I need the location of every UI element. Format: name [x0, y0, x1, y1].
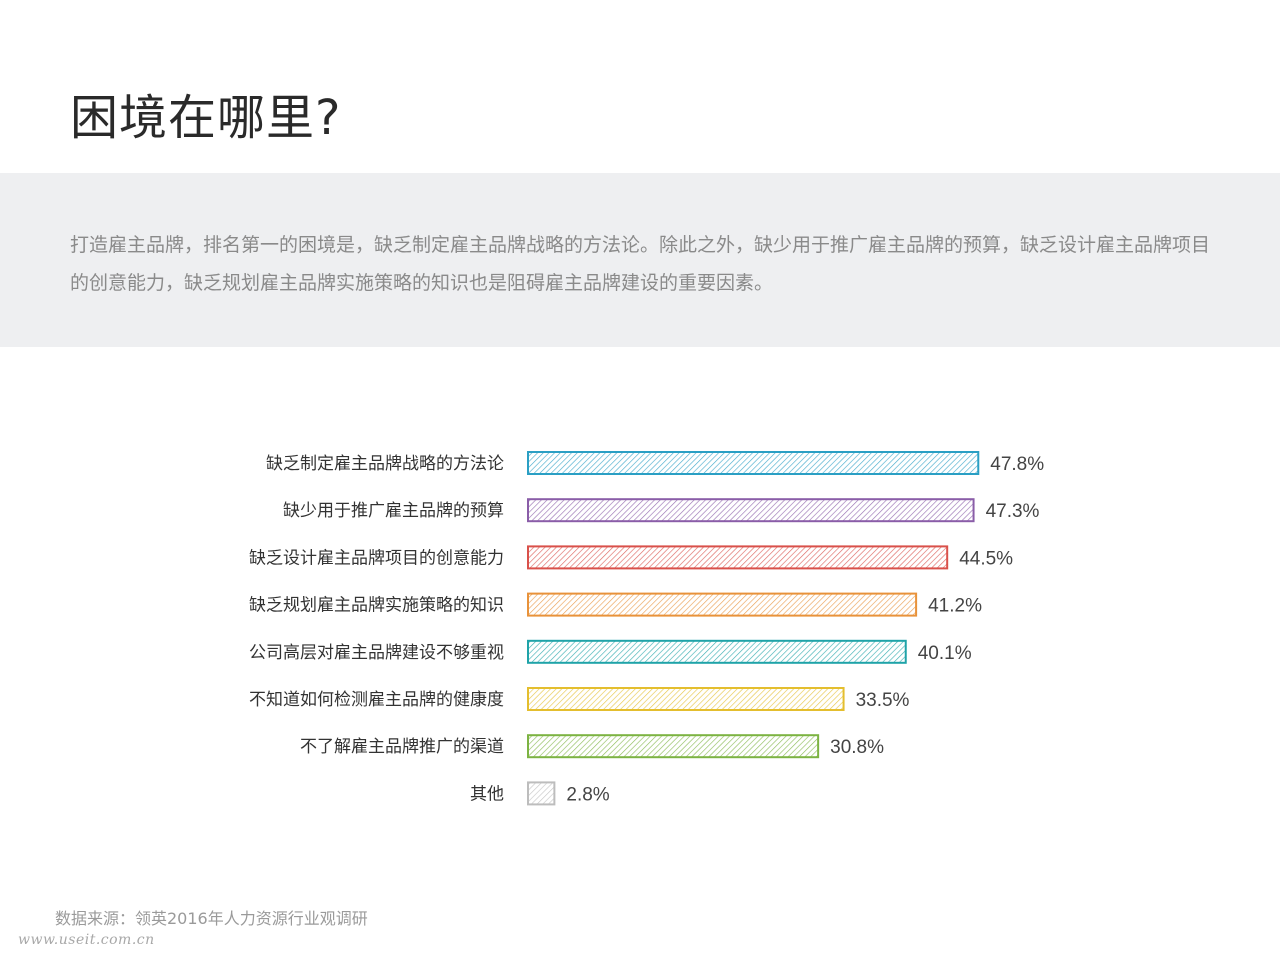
category-label: 缺乏制定雇主品牌战略的方法论 — [266, 454, 504, 474]
bar — [527, 734, 820, 759]
value-label: 44.5% — [959, 548, 1013, 569]
category-label: 其他 — [470, 784, 504, 804]
category-label: 缺乏规划雇主品牌实施策略的知识 — [249, 596, 504, 616]
bar — [527, 687, 845, 711]
page-title: 困境在哪里? — [70, 90, 342, 146]
bar — [527, 592, 918, 617]
bar — [527, 639, 907, 664]
category-label: 缺少用于推广雇主品牌的预算 — [283, 501, 504, 521]
category-label: 缺乏设计雇主品牌项目的创意能力 — [249, 548, 504, 568]
bar — [527, 545, 949, 570]
value-label: 2.8% — [566, 784, 609, 805]
value-label: 30.8% — [830, 737, 884, 758]
category-label: 不知道如何检测雇主品牌的健康度 — [249, 690, 504, 710]
category-label: 不了解雇主品牌推广的渠道 — [300, 737, 504, 757]
data-source: 数据来源：领英2016年人力资源行业观调研 — [55, 909, 368, 928]
value-label: 47.3% — [986, 501, 1040, 522]
value-label: 41.2% — [928, 596, 982, 617]
bar — [527, 781, 556, 806]
bar — [527, 498, 975, 523]
category-label: 公司高层对雇主品牌建设不够重视 — [249, 643, 504, 663]
watermark: www.useit.com.cn — [18, 932, 155, 948]
value-label: 40.1% — [918, 643, 972, 664]
value-label: 47.8% — [990, 454, 1044, 475]
intro-text: 打造雇主品牌，排名第一的困境是，缺乏制定雇主品牌战略的方法论。除此之外，缺少用于… — [70, 234, 1211, 294]
bar — [527, 451, 980, 475]
intro-band — [0, 173, 1280, 347]
value-label: 33.5% — [856, 690, 910, 711]
